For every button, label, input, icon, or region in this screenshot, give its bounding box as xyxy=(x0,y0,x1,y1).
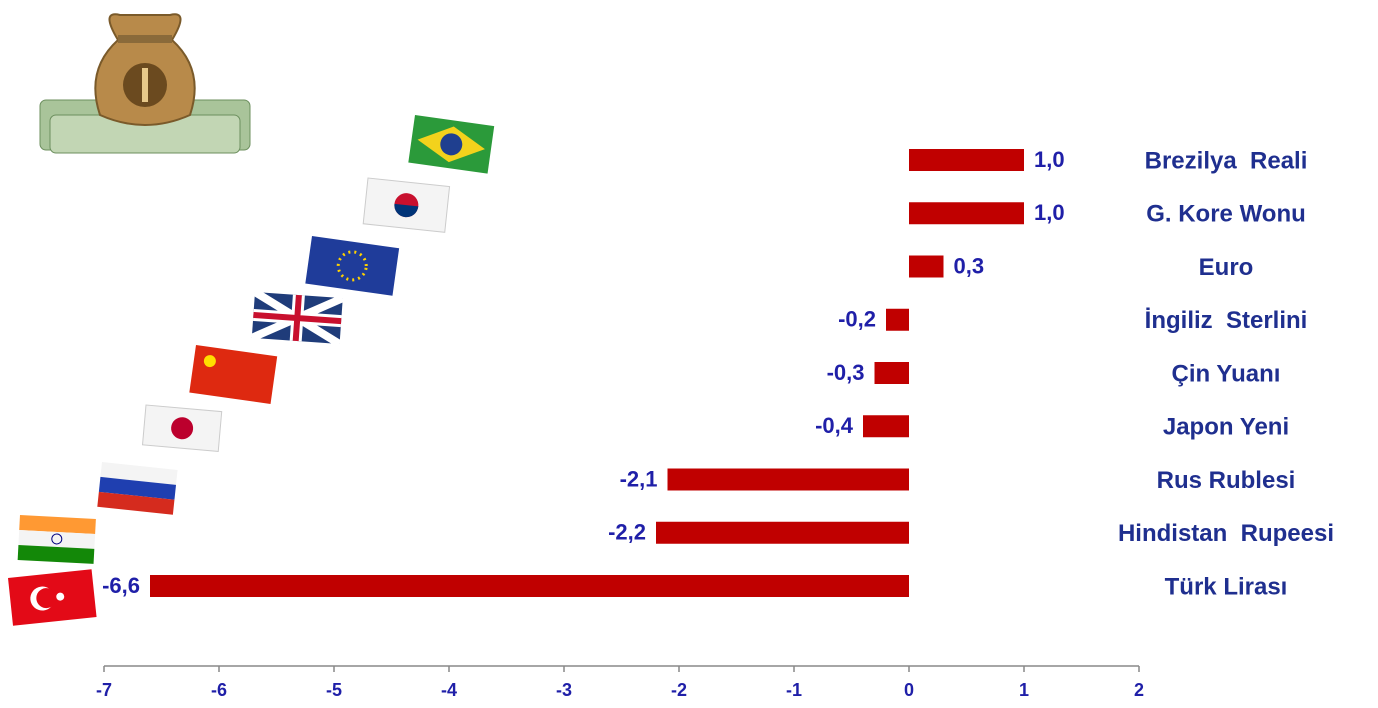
value-label: -0,4 xyxy=(815,413,854,438)
flag-india xyxy=(18,515,96,564)
value-label: -2,2 xyxy=(608,520,646,545)
category-label: Hindistan Rupeesi xyxy=(1118,520,1334,547)
flag-turkey xyxy=(8,569,97,626)
x-tick-label: -3 xyxy=(556,680,572,700)
flag-russia xyxy=(97,462,177,515)
bar xyxy=(668,469,910,491)
flag-brazil xyxy=(408,115,494,174)
category-label: Rus Rublesi xyxy=(1157,467,1296,494)
category-label: Brezilya Reali xyxy=(1145,147,1308,174)
category-label: Japon Yeni xyxy=(1163,414,1289,441)
x-tick-label: -1 xyxy=(786,680,802,700)
bar xyxy=(909,202,1024,224)
value-label: 1,0 xyxy=(1034,147,1065,172)
flag-china xyxy=(189,345,277,404)
x-tick-label: -6 xyxy=(211,680,227,700)
flag-korea xyxy=(363,178,449,232)
category-label: Türk Lirası xyxy=(1165,573,1288,600)
bar xyxy=(150,575,909,597)
x-tick-label: -5 xyxy=(326,680,342,700)
value-label: -0,2 xyxy=(838,307,876,332)
x-tick-label: -7 xyxy=(96,680,112,700)
bar xyxy=(909,149,1024,171)
value-label: 1,0 xyxy=(1034,200,1065,225)
bar xyxy=(656,522,909,544)
value-label: -0,3 xyxy=(827,360,865,385)
x-tick-label: 0 xyxy=(904,680,914,700)
bar xyxy=(886,309,909,331)
value-label: 0,3 xyxy=(954,253,985,278)
money-bag xyxy=(40,14,250,153)
flag-uk xyxy=(252,292,343,344)
category-label: G. Kore Wonu xyxy=(1146,201,1306,228)
bar xyxy=(863,415,909,437)
x-tick-label: -2 xyxy=(671,680,687,700)
category-label: Euro xyxy=(1199,254,1254,281)
flag-eu xyxy=(305,236,399,296)
x-tick-label: -4 xyxy=(441,680,457,700)
chart: -7 -6 -5 -4 -3 -2 -1 0 1 2 1,0 Brezilya Reali 1,0 G. … xyxy=(0,0,1378,708)
x-tick-label: 2 xyxy=(1134,680,1144,700)
flag-japan xyxy=(143,405,222,451)
value-label: -6,6 xyxy=(102,573,140,598)
x-tick-label: 1 xyxy=(1019,680,1029,700)
bar xyxy=(909,256,944,278)
value-label: -2,1 xyxy=(620,466,658,491)
category-label: İngiliz Sterlini xyxy=(1145,307,1308,334)
decorations xyxy=(8,14,494,625)
bar xyxy=(875,362,910,384)
category-label: Çin Yuanı xyxy=(1172,360,1281,387)
